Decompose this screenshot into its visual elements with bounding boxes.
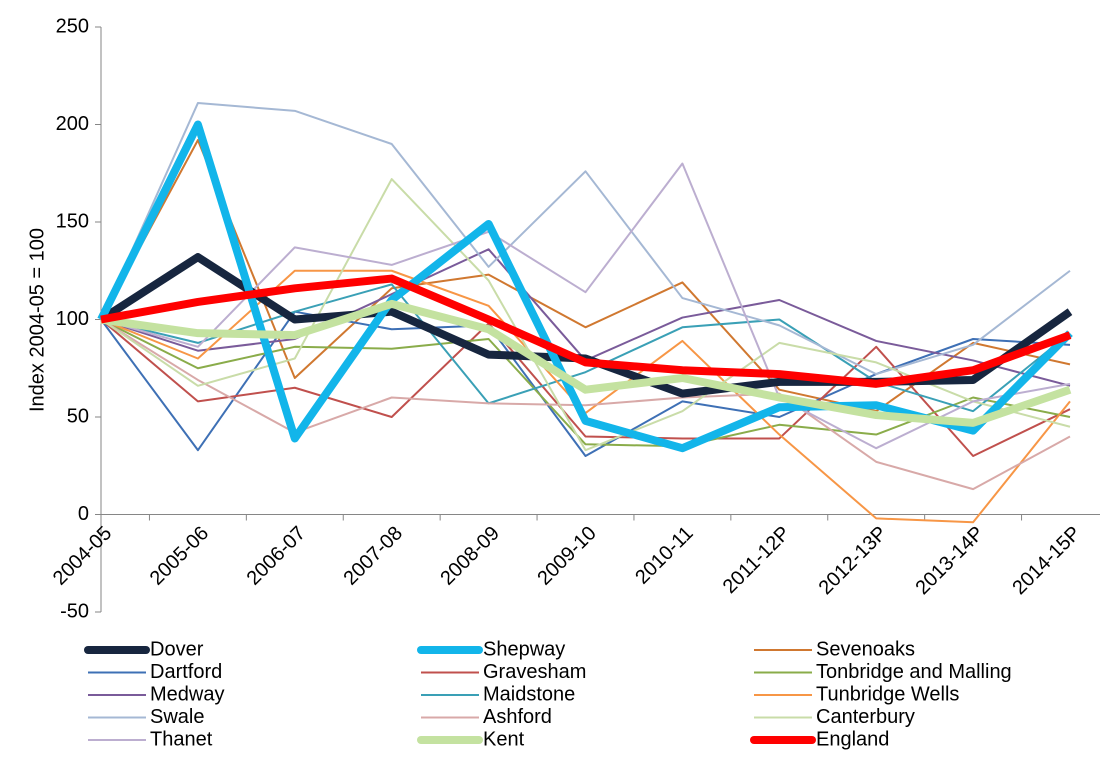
y-tick-label: 100 [56, 308, 89, 330]
series-line [97, 120, 1073, 453]
x-tick-label: 2009-10 [533, 522, 600, 589]
series-line [100, 102, 1071, 376]
y-tick-label: -50 [60, 600, 89, 622]
x-tick-label: 2013-14P [911, 522, 988, 599]
y-tick-label: 0 [78, 503, 89, 525]
legend-label: Gravesham [483, 661, 586, 683]
series-line [100, 299, 1072, 427]
legend-label: Canterbury [816, 706, 915, 728]
legend-label: Ashford [483, 706, 552, 728]
legend-label: Tonbridge and Malling [816, 661, 1012, 683]
legend-label: Tunbridge Wells [816, 683, 959, 705]
x-tick-label: 2005-06 [146, 522, 213, 589]
x-tick-label: 2006-07 [243, 522, 310, 589]
x-tick-label: 2014-15P [1008, 522, 1085, 599]
plot-area: -50 0 50 100 150 200 250 2004-05 2005-06 2006-07 2… [49, 15, 1100, 622]
y-tick-label: 150 [56, 210, 89, 232]
x-tick-label: 2012-13P [815, 522, 892, 599]
series-line [100, 318, 1071, 491]
x-tick-label: 2010-11 [631, 522, 697, 588]
x-tick-label: 2004-05 [49, 522, 116, 589]
legend-label: Medway [150, 683, 224, 705]
legend-label: Dover [150, 638, 204, 660]
y-axis-label: Index 2004-05 = 100 [26, 228, 48, 412]
series-line [100, 318, 1071, 448]
legend-label: Shepway [483, 638, 565, 660]
legend-label: England [816, 728, 889, 750]
series-line [100, 310, 1071, 457]
series-line [100, 162, 1071, 450]
legend-label: Kent [483, 728, 525, 750]
legend-label: Thanet [150, 728, 213, 750]
series-line [100, 274, 1072, 388]
x-tick-label: 2007-08 [340, 522, 407, 589]
y-tick-label: 250 [56, 15, 89, 37]
legend-label: Swale [150, 706, 204, 728]
legend: Dover Shepway Sevenoaks Dartford Gravesham To… [84, 638, 1012, 750]
x-tick-label: 2011-12P [719, 522, 795, 598]
y-tick-label: 50 [67, 405, 89, 427]
legend-label: Dartford [150, 661, 222, 683]
legend-label: Maidstone [483, 683, 575, 705]
legend-label: Sevenoaks [816, 638, 915, 660]
x-tick-label: 2008-09 [436, 522, 503, 589]
y-tick-label: 200 [56, 113, 89, 135]
